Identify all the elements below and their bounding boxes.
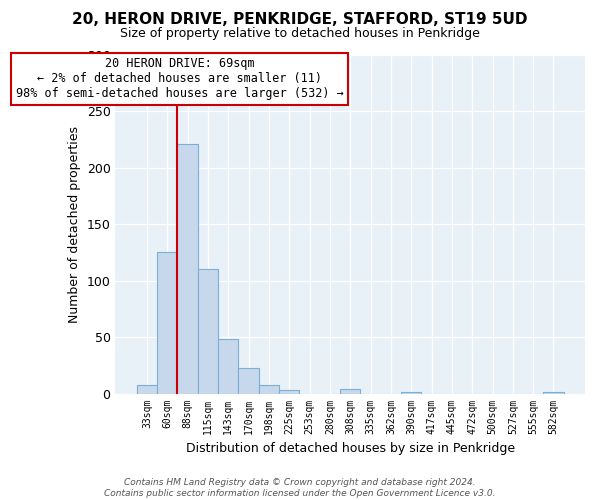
Bar: [340, 389, 361, 394]
Bar: [157, 252, 178, 394]
Bar: [544, 392, 563, 394]
Bar: [198, 270, 218, 394]
Text: 20 HERON DRIVE: 69sqm
← 2% of detached houses are smaller (11)
98% of semi-detac: 20 HERON DRIVE: 69sqm ← 2% of detached h…: [16, 58, 343, 100]
Bar: [137, 384, 157, 394]
Y-axis label: Number of detached properties: Number of detached properties: [68, 126, 81, 323]
X-axis label: Distribution of detached houses by size in Penkridge: Distribution of detached houses by size …: [185, 442, 515, 455]
Bar: [238, 368, 259, 394]
Bar: [259, 384, 279, 394]
Bar: [218, 340, 238, 394]
Bar: [401, 392, 421, 394]
Bar: [178, 144, 198, 394]
Bar: [279, 390, 299, 394]
Text: Size of property relative to detached houses in Penkridge: Size of property relative to detached ho…: [120, 28, 480, 40]
Text: Contains HM Land Registry data © Crown copyright and database right 2024.
Contai: Contains HM Land Registry data © Crown c…: [104, 478, 496, 498]
Text: 20, HERON DRIVE, PENKRIDGE, STAFFORD, ST19 5UD: 20, HERON DRIVE, PENKRIDGE, STAFFORD, ST…: [72, 12, 528, 28]
